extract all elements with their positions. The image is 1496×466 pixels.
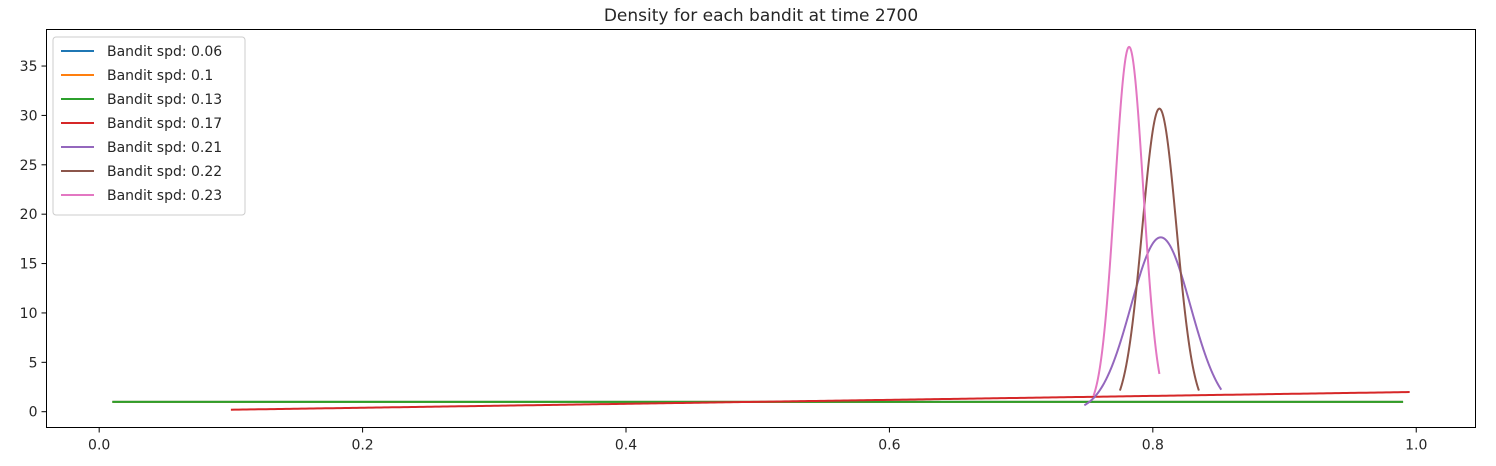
series-line-6 [1092,45,1161,397]
legend: Bandit spd: 0.06 Bandit spd: 0.1 Bandit sp… [52,36,246,216]
y-tick-label: 30 [20,108,38,124]
x-tick-label: 0.2 [351,438,373,454]
series-lines [112,45,1410,411]
legend-label: Bandit spd: 0.13 [107,92,222,108]
legend-label: Bandit spd: 0.22 [107,164,222,180]
y-tick-label: 20 [20,207,38,223]
y-tick-label: 15 [20,257,38,273]
y-tick-label: 5 [29,355,38,371]
legend-label: Bandit spd: 0.17 [107,116,222,132]
legend-label: Bandit spd: 0.23 [107,188,222,204]
y-tick-label: 0 [29,405,38,421]
y-tick-label: 10 [20,306,38,322]
x-tick-label: 0.6 [878,438,900,454]
plot-frame [46,29,1476,428]
x-tick-label: 0.0 [88,438,110,454]
x-tick-label: 0.8 [1142,438,1164,454]
y-tick-label: 35 [20,59,38,75]
legend-label: Bandit spd: 0.06 [107,44,222,60]
y-axis: 0 5 10 15 20 25 30 35 [20,59,47,421]
legend-label: Bandit spd: 0.21 [107,140,222,156]
x-axis: 0.0 0.2 0.4 0.6 0.8 1.0 [88,427,1427,454]
legend-box [52,36,246,216]
x-tick-label: 1.0 [1405,438,1427,454]
series-line-3 [230,391,1410,411]
series-line-5 [1118,107,1200,391]
legend-label: Bandit spd: 0.1 [107,68,213,84]
series-line-4 [1083,236,1223,407]
chart-title: Density for each bandit at time 2700 [604,6,918,26]
y-tick-label: 25 [20,158,38,174]
x-tick-label: 0.4 [615,438,637,454]
